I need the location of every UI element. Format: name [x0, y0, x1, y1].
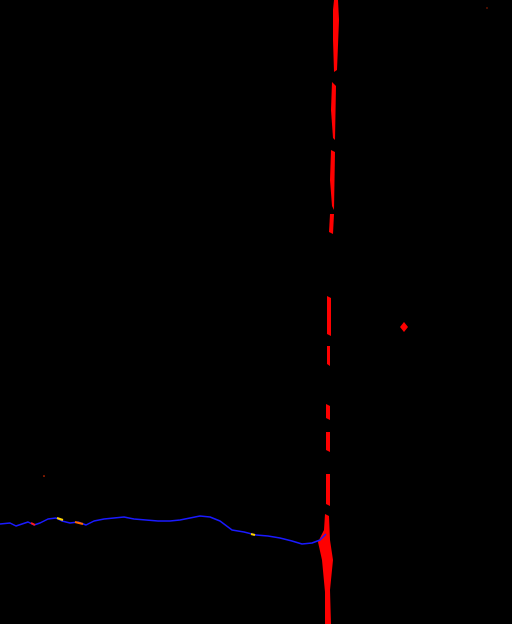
vertical-segment: [326, 432, 330, 452]
diamond-marker: [400, 322, 408, 332]
vertical-segment: [333, 0, 339, 72]
vertical-segment: [326, 404, 330, 420]
highlight-segments: [30, 517, 256, 536]
vertical-red-feature: [318, 0, 339, 624]
vertical-segment: [327, 296, 331, 336]
vertical-segment: [331, 82, 336, 140]
vertical-segment: [326, 474, 330, 506]
small-dot: [43, 475, 45, 477]
vertical-segment: [327, 346, 330, 366]
vertical-segment: [330, 150, 335, 210]
highlight-segment: [250, 533, 256, 536]
highlight-segment: [74, 521, 84, 525]
vertical-segment: [329, 214, 334, 234]
small-dot: [486, 7, 488, 9]
highlight-segment: [30, 522, 36, 526]
horizontal-blue-feature: [0, 515, 327, 545]
vertical-segment: [318, 514, 333, 624]
highlight-segment: [56, 517, 64, 521]
